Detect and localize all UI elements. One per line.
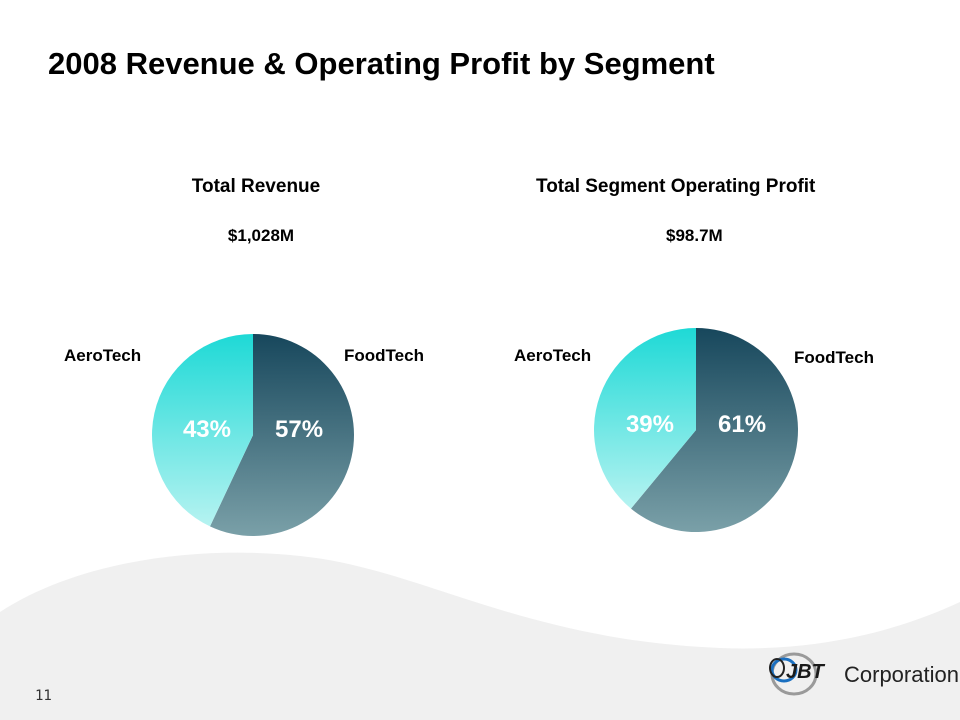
slide-title: 2008 Revenue & Operating Profit by Segme… [48,46,715,81]
revenue-pie [152,334,355,536]
footer-wave-shape [0,552,960,720]
revenue-foodtech-label: FoodTech [344,346,424,365]
company-logo: JBT Corporation [766,648,959,696]
profit-aerotech-label: AeroTech [514,346,592,365]
revenue-aerotech-label: AeroTech [64,346,142,365]
profit-foodtech-label: FoodTech [794,348,874,367]
revenue-aerotech-percent: 43% [182,416,231,443]
profit-pie [593,328,798,532]
profit-aerotech-slice [593,328,696,509]
logo-mark: JBT [786,661,826,683]
page-number: 11 [35,688,52,704]
profit-foodtech-slice [630,328,798,532]
profit-foodtech-percent: 61% [718,411,767,438]
jbt-logo-icon: JBT [769,652,826,696]
profit-total: $98.7M [666,226,723,245]
revenue-aerotech-slice [152,334,253,527]
profit-aerotech-percent: 39% [625,411,674,438]
revenue-foodtech-percent: 57% [275,416,324,443]
revenue-chart-title: Total Revenue [191,176,321,197]
revenue-total: $1,028M [227,226,295,245]
profit-chart-title: Total Segment Operating Profit [536,176,816,197]
logo-text: Corporation [844,662,959,687]
revenue-foodtech-slice [209,334,355,536]
